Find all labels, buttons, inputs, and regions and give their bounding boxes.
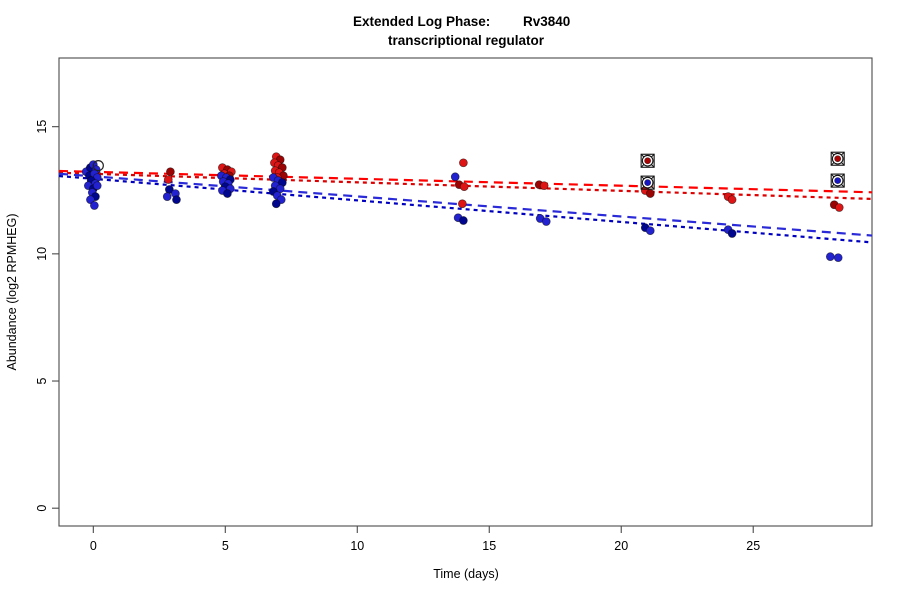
- blue-data-point: [162, 192, 172, 201]
- blue-data-point: [271, 199, 281, 209]
- x-tick-label: 15: [482, 539, 496, 553]
- flag-data-point: [834, 177, 842, 184]
- chart-subtitle: transcriptional regulator: [388, 33, 545, 48]
- y-tick-label: 0: [35, 505, 49, 512]
- x-axis-label: Time (days): [433, 567, 499, 581]
- blue-data-point: [459, 216, 468, 225]
- plot-area: 0 5 10 15 20 25 0 5 10 15: [35, 57, 873, 553]
- red-data-point: [727, 195, 737, 205]
- flag-square: [830, 173, 845, 188]
- y-tick-label: 10: [35, 247, 49, 261]
- flag-square: [640, 153, 655, 168]
- flag-data-point: [834, 155, 842, 163]
- blue-data-point: [172, 195, 181, 205]
- open-circle-marker: [92, 159, 104, 172]
- blue-data-point: [92, 181, 102, 191]
- blue-data-point: [223, 189, 232, 198]
- red-data-point: [539, 181, 549, 191]
- red-data-point: [457, 199, 467, 209]
- plot-box: [58, 57, 873, 527]
- blue-data-point: [541, 217, 551, 226]
- blue-data-point: [450, 172, 460, 182]
- blue-data-point: [825, 252, 835, 261]
- flag-data-point: [644, 157, 652, 165]
- red-data-point: [166, 167, 175, 177]
- x-tick-label: 5: [222, 539, 229, 553]
- y-tick-label: 5: [35, 377, 49, 384]
- red-fit-1-trend-line: [58, 169, 873, 194]
- y-tick-label: 15: [35, 120, 49, 134]
- red-data-point: [645, 189, 655, 198]
- red-data-point: [459, 182, 469, 192]
- red-data-point: [459, 158, 468, 168]
- chart-title-gene: Rv3840: [523, 14, 570, 29]
- blue-data-point: [90, 201, 99, 210]
- x-tick-label: 20: [614, 539, 628, 553]
- red-data-point: [834, 203, 844, 212]
- x-tick-label: 10: [350, 539, 364, 553]
- red-data-point: [163, 175, 173, 184]
- blue-data-point: [727, 229, 737, 238]
- y-axis-label: Abundance (log2 RPMHEG): [5, 213, 19, 370]
- blue-data-point: [645, 226, 655, 236]
- chart-title-left: Extended Log Phase:: [353, 14, 490, 29]
- flag-square: [830, 151, 845, 166]
- flag-data-point: [644, 179, 652, 187]
- x-tick-label: 0: [90, 539, 97, 553]
- flag-square: [640, 175, 655, 190]
- blue-data-point: [833, 253, 843, 263]
- x-tick-label: 25: [746, 539, 760, 553]
